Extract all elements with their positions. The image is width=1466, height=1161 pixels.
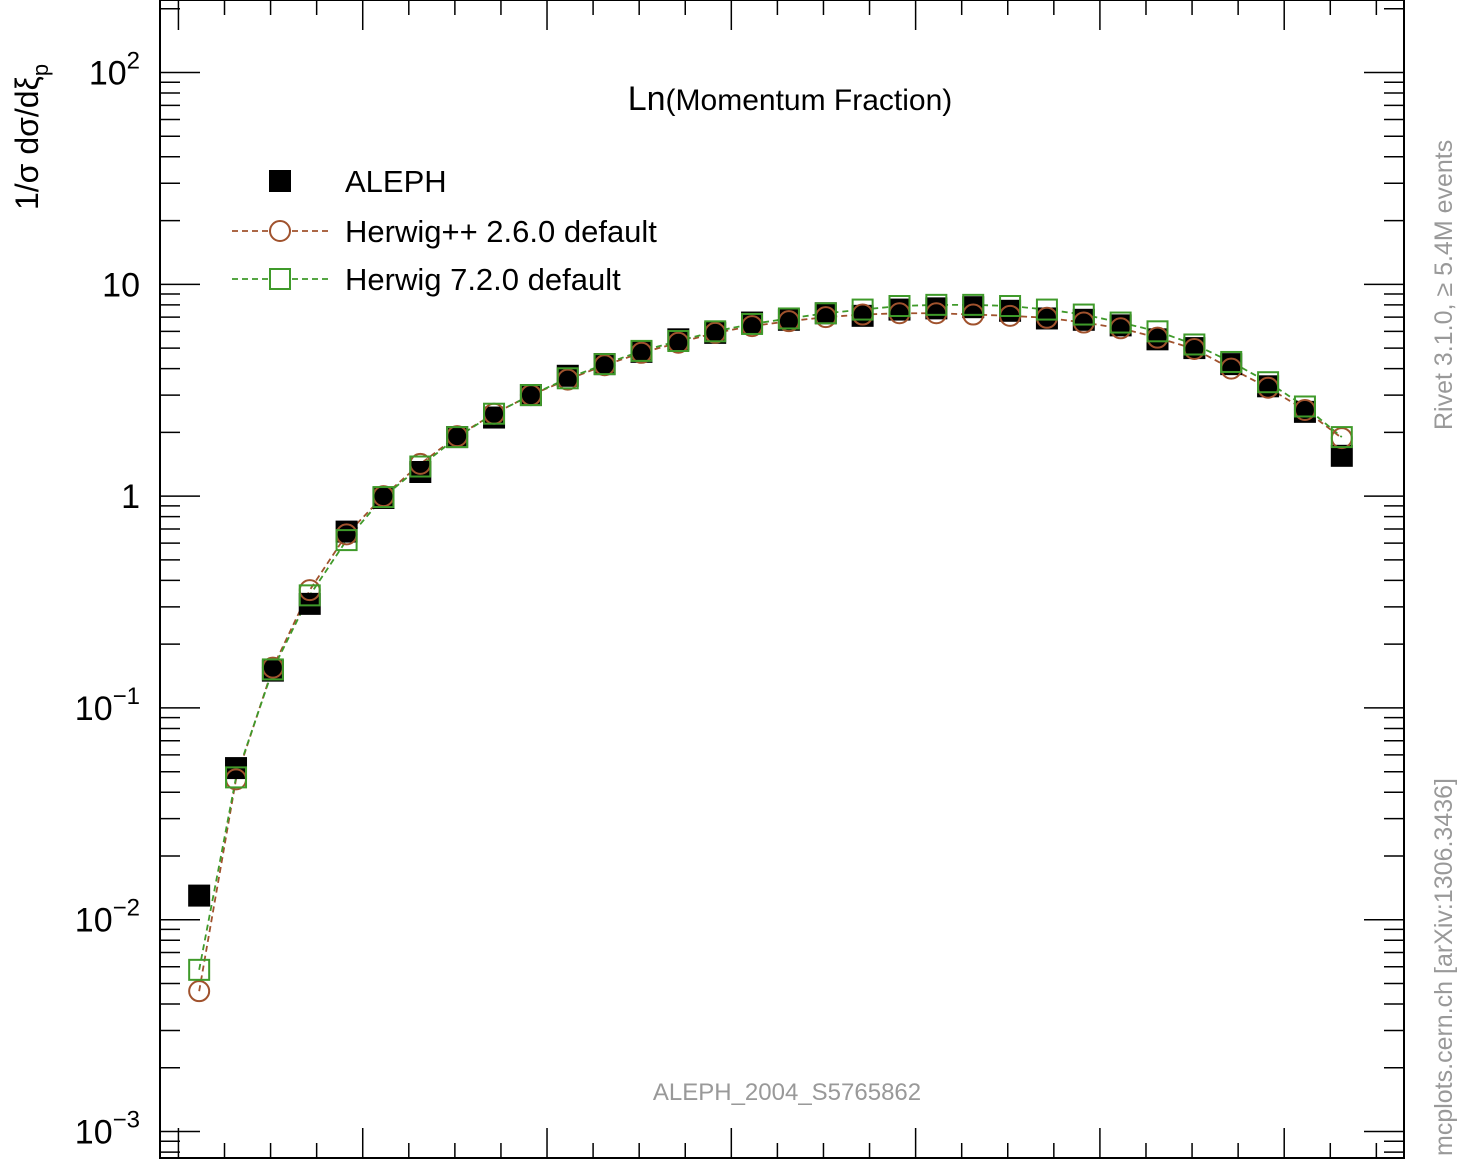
point-herwig7 [1146, 320, 1169, 343]
rivet-version-label: Rivet 3.1.0, ≥ 5.4M events [1430, 139, 1458, 430]
point-herwig7 [925, 293, 948, 316]
point-herwig7 [741, 312, 764, 335]
point-herwig7 [556, 367, 579, 390]
data-point-aleph [1330, 444, 1353, 467]
plot-frame [159, 0, 1405, 1159]
legend-label: ALEPH [345, 164, 447, 199]
y-tick-label: 1 [121, 478, 140, 516]
point-herwig7 [261, 658, 284, 681]
y-tick-label: 10−2 [75, 895, 140, 940]
y-axis-label: 1/σ dσ/dξp [9, 64, 53, 210]
y-tick-label: 102 [89, 48, 140, 93]
mcplots-credit-label: mcplots.cern.ch [arXiv:1306.3436] [1430, 778, 1458, 1156]
series-line-herwigpp [198, 312, 1343, 992]
point-herwig7 [1257, 371, 1280, 394]
legend-label: Herwig 7.2.0 default [345, 262, 621, 297]
data-point-aleph [851, 304, 874, 327]
point-herwig7 [519, 384, 542, 407]
chart-title-rest: (Momentum Fraction) [666, 84, 953, 117]
point-herwig7 [446, 426, 469, 449]
point-herwig7 [704, 320, 727, 343]
point-herwig7 [1183, 333, 1206, 356]
series-layer [188, 293, 1353, 1003]
point-herwig7 [1109, 311, 1132, 334]
data-point-aleph [409, 460, 432, 483]
point-herwig7 [335, 529, 358, 552]
y-axis-label-subscript: p [28, 64, 53, 76]
data-point-aleph [962, 296, 985, 319]
point-herwig7 [372, 486, 395, 509]
point-herwig7 [667, 330, 690, 353]
legend-marker-herwigpp [269, 220, 291, 242]
data-point-aleph [1220, 353, 1243, 376]
data-point-aleph [814, 302, 837, 325]
data-point-aleph [704, 321, 727, 344]
point-herwig7 [999, 295, 1022, 318]
y-tick-labels: 102 10 1 10−1 10−2 10−3 [75, 48, 140, 1152]
data-point-aleph [188, 884, 211, 907]
y-tick-label: 10−1 [75, 683, 140, 728]
data-point-aleph [483, 406, 506, 429]
legend: ALEPH Herwig++ 2.6.0 default Herwig 7.2.0 … [232, 164, 657, 297]
point-herwig7 [483, 402, 506, 425]
point-herwig7 [1072, 303, 1095, 326]
point-herwig7 [851, 298, 874, 321]
point-herwigpp [188, 980, 211, 1003]
data-point-aleph [1035, 307, 1058, 330]
data-point-aleph [446, 426, 469, 449]
data-point-aleph [519, 384, 542, 407]
point-herwig7 [1220, 350, 1243, 373]
point-herwig7 [777, 307, 800, 330]
y-axis-label-main: 1/σ dσ/dξ [9, 76, 45, 210]
legend-label: Herwig++ 2.6.0 default [345, 214, 657, 249]
point-herwig7 [962, 293, 985, 316]
analysis-id-watermark: ALEPH_2004_S5765862 [653, 1079, 921, 1106]
point-herwig7 [298, 584, 321, 607]
point-herwig7 [888, 295, 911, 318]
y-tick-label: 10 [102, 266, 140, 304]
point-herwig7 [593, 353, 616, 376]
point-herwig7 [1293, 395, 1316, 418]
chart-title-prefix: Ln [628, 80, 666, 118]
point-herwig7 [188, 958, 211, 981]
data-point-aleph [630, 340, 653, 363]
point-herwig7 [630, 339, 653, 362]
data-point-aleph [777, 308, 800, 331]
axis-ticks [160, 0, 1404, 1158]
legend-marker-aleph [269, 170, 291, 192]
y-tick-label: 10−3 [75, 1107, 140, 1152]
data-point-aleph [593, 353, 616, 376]
point-herwig7 [1035, 298, 1058, 321]
series-line-herwig7 [198, 303, 1343, 971]
legend-marker-herwig7 [269, 268, 291, 290]
data-point-aleph [888, 298, 911, 321]
point-herwig7 [1330, 426, 1353, 449]
point-herwig7 [814, 302, 837, 325]
chart-title: Ln(Momentum Fraction) [628, 80, 953, 118]
point-herwig7 [225, 766, 248, 789]
point-herwig7 [409, 455, 432, 478]
